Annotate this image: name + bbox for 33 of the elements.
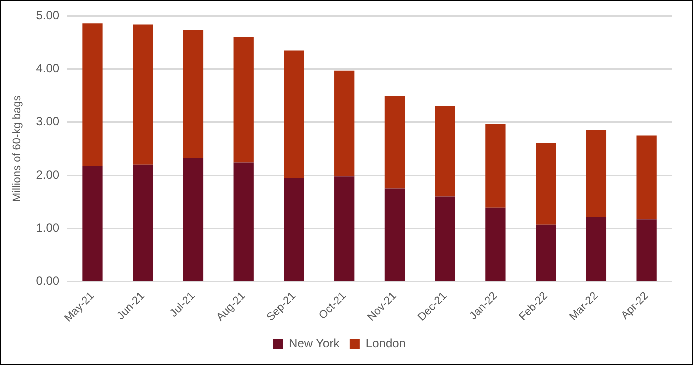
bar bbox=[435, 106, 456, 197]
bar bbox=[234, 162, 254, 281]
y-tick-label: 2.00 bbox=[36, 168, 60, 182]
y-tick-label: 4.00 bbox=[36, 62, 60, 76]
bar bbox=[486, 124, 506, 208]
bar bbox=[82, 166, 103, 281]
bar bbox=[133, 164, 154, 281]
legend-label: New York bbox=[289, 336, 341, 350]
bar bbox=[384, 96, 406, 189]
bar bbox=[284, 178, 304, 281]
bar bbox=[183, 158, 204, 281]
bar bbox=[334, 70, 355, 177]
bar bbox=[133, 24, 154, 165]
bar bbox=[486, 208, 506, 281]
bar bbox=[636, 220, 657, 281]
y-axis-title: Millions of 60-kg bags bbox=[12, 95, 24, 202]
bar bbox=[586, 217, 607, 281]
bar bbox=[82, 24, 103, 166]
y-tick-label: 3.00 bbox=[36, 114, 60, 129]
bar bbox=[284, 50, 304, 178]
bar bbox=[536, 143, 556, 225]
bar bbox=[586, 130, 607, 218]
bar bbox=[334, 176, 355, 281]
bar bbox=[435, 196, 456, 281]
y-tick-label: 1.00 bbox=[36, 220, 60, 235]
y-tick-label: 5.00 bbox=[36, 8, 60, 23]
bar bbox=[384, 188, 406, 281]
legend-label: London bbox=[366, 336, 406, 350]
bar bbox=[636, 136, 657, 220]
bar bbox=[536, 224, 556, 281]
bar bbox=[183, 30, 204, 159]
bar bbox=[234, 37, 254, 163]
y-tick-label: 0.00 bbox=[36, 274, 60, 288]
